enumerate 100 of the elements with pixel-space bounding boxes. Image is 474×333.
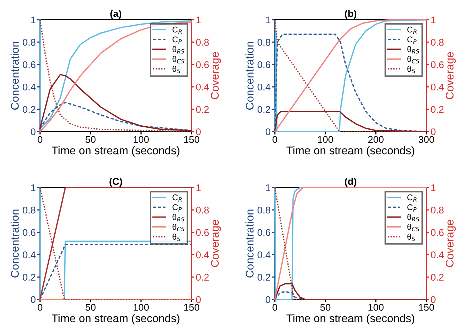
legend-label: C$_{P}$ <box>172 36 182 44</box>
y2-tick-label: 0.4 <box>196 252 210 259</box>
y2-tick-label: 0.2 <box>431 106 444 114</box>
y2-tick-label: 0.8 <box>431 206 444 214</box>
chart-title: (a) <box>110 10 122 20</box>
x-tick-label: 50 <box>86 136 96 144</box>
y2-tick-label: 0.6 <box>431 61 444 68</box>
x-tick-label: 0 <box>38 136 43 144</box>
y-tick-label: 0.6 <box>22 61 36 68</box>
legend-label: C$_{P}$ <box>408 204 417 212</box>
y-tick-label: 0.8 <box>22 206 36 214</box>
legend-label: θ$_{CS}$ <box>408 224 420 232</box>
line-series <box>274 187 428 300</box>
y-tick-label: 0 <box>266 128 271 136</box>
y-axis-title: Concentration <box>246 210 254 278</box>
x-tick-label: 150 <box>419 304 434 312</box>
y2-tick-label: 0.8 <box>196 39 210 46</box>
legend-label: C$_{P}$ <box>408 36 417 44</box>
x-tick-label: 300 <box>418 136 434 144</box>
chart-title: (C) <box>110 178 122 188</box>
y2-tick-label: 0.2 <box>196 274 209 281</box>
y-tick-label: 0 <box>31 296 36 304</box>
legend-label: θ$_{S}$ <box>172 234 181 242</box>
y2-tick-label: 1 <box>432 16 436 24</box>
y2-tick-label: 0.4 <box>196 84 210 91</box>
legend-label: θ$_{RS}$ <box>172 46 185 54</box>
y-tick-label: 1 <box>266 16 270 24</box>
line-series <box>274 111 428 132</box>
y2-tick-label: 0.4 <box>431 252 444 259</box>
x-tick-label: 50 <box>86 304 96 312</box>
y-tick-label: 1 <box>31 16 36 24</box>
y2-tick-label: 0.6 <box>196 229 210 236</box>
y2-tick-label: 0.2 <box>196 106 209 114</box>
legend-label: C$_{R}$ <box>408 194 417 202</box>
y2-tick-label: 0.2 <box>431 274 444 281</box>
chart-title: (b) <box>345 10 357 20</box>
y-tick-label: 0.2 <box>258 106 270 114</box>
x-tick-label: 0 <box>272 136 278 144</box>
legend-label: C$_{R}$ <box>172 26 182 34</box>
y-tick-label: 0.4 <box>258 252 271 259</box>
legend-label: θ$_{CS}$ <box>172 224 185 232</box>
y2-tick-label: 0 <box>431 128 436 136</box>
x-tick-label: 200 <box>368 136 384 144</box>
x-axis-title: Time on stream (seconds) <box>286 146 414 157</box>
y2-tick-label: 0.6 <box>196 61 210 68</box>
y2-tick-label: 0 <box>196 128 201 136</box>
y-tick-label: 0.8 <box>258 206 271 214</box>
y2-tick-label: 1 <box>196 16 201 24</box>
y-tick-label: 0.4 <box>22 252 36 259</box>
y2-tick-label: 0.8 <box>431 39 444 46</box>
y-tick-label: 0.6 <box>258 229 271 236</box>
y-tick-label: 1 <box>266 184 270 192</box>
y2-tick-label: 0 <box>431 296 436 304</box>
x-tick-label: 0 <box>272 304 278 312</box>
y-tick-label: 0 <box>31 128 36 136</box>
line-series <box>40 74 192 132</box>
legend-label: θ$_{S}$ <box>408 234 416 242</box>
line-series <box>274 283 428 300</box>
y2-axis-title: Coverage <box>446 220 456 268</box>
chart-title: (d) <box>345 178 357 188</box>
y2-axis-title: Coverage <box>446 52 456 100</box>
y-tick-label: 0.8 <box>258 39 271 46</box>
y2-tick-label: 0.4 <box>431 84 444 91</box>
y2-axis-title: Coverage <box>211 52 222 100</box>
legend-label: θ$_{RS}$ <box>408 46 420 54</box>
y2-tick-label: 0.6 <box>431 229 444 236</box>
y2-tick-label: 1 <box>432 184 436 192</box>
x-tick-label: 150 <box>184 136 200 144</box>
y-tick-label: 1 <box>31 184 36 192</box>
legend-label: θ$_{RS}$ <box>172 214 185 222</box>
y2-axis-title: Coverage <box>211 220 222 268</box>
y-tick-label: 0.6 <box>258 61 271 68</box>
y-tick-label: 0.4 <box>258 84 271 91</box>
y-axis-title: Concentration <box>10 210 20 278</box>
x-tick-label: 100 <box>134 304 150 312</box>
x-axis-title: Time on stream (seconds) <box>52 146 180 157</box>
legend-label: θ$_{S}$ <box>408 66 416 74</box>
x-tick-label: 0 <box>38 304 43 312</box>
x-tick-label: 50 <box>320 304 331 312</box>
legend-label: θ$_{CS}$ <box>408 56 420 64</box>
y-tick-label: 0.2 <box>22 106 36 114</box>
legend-label: C$_{P}$ <box>172 204 182 212</box>
x-tick-label: 100 <box>134 136 150 144</box>
y2-tick-label: 0.8 <box>196 206 210 214</box>
x-tick-label: 150 <box>184 304 200 312</box>
y-tick-label: 0.8 <box>22 39 36 46</box>
y2-tick-label: 1 <box>196 184 201 192</box>
legend-label: θ$_{RS}$ <box>408 214 420 222</box>
y-tick-label: 0.2 <box>258 274 270 281</box>
legend-label: θ$_{S}$ <box>172 66 181 74</box>
y2-tick-label: 0 <box>196 296 201 304</box>
x-tick-label: 100 <box>318 136 334 144</box>
legend-label: C$_{R}$ <box>172 194 182 202</box>
x-axis-title: Time on stream (seconds) <box>52 314 180 325</box>
y-tick-label: 0.4 <box>22 84 36 91</box>
y-axis-title: Concentration <box>10 42 20 110</box>
x-tick-label: 100 <box>368 304 384 312</box>
legend-label: θ$_{CS}$ <box>172 56 185 64</box>
legend-label: C$_{R}$ <box>408 26 417 34</box>
y-tick-label: 0.2 <box>22 274 36 281</box>
